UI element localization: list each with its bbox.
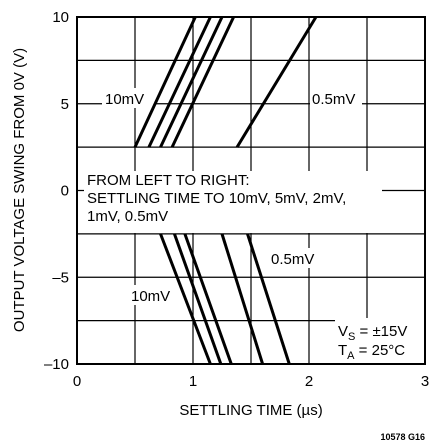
- figure-id: 10578 G16: [380, 432, 425, 442]
- upper-left-label-bg: [102, 88, 154, 108]
- series-line-5: [235, 16, 318, 148]
- plot-frame: [76, 16, 426, 365]
- note-line-3: 1mV, 0.5mV: [87, 208, 168, 225]
- series-line-8: [183, 233, 233, 365]
- series-line-4: [170, 16, 235, 148]
- series-line-1: [133, 16, 197, 148]
- series-line-3: [159, 16, 224, 148]
- lower-right-label-bg: [268, 248, 326, 268]
- note-line-1: FROM LEFT TO RIGHT:: [87, 172, 250, 189]
- x-tick-label: 0: [73, 373, 81, 390]
- series-line-10: [246, 233, 291, 365]
- y-tick-label: –10: [44, 356, 69, 373]
- conditions-bg: [335, 318, 425, 364]
- supply-voltage-condition: VS = ±15V: [338, 323, 407, 343]
- x-tick-label: 3: [421, 373, 429, 390]
- x-tick-label: 1: [189, 373, 197, 390]
- upper-right-label-bg: [310, 88, 362, 108]
- note-line-2: SETTLING TIME TO 10mV, 5mV, 2mV,: [87, 190, 346, 207]
- label-0-5mv-upper: 0.5mV: [312, 91, 355, 108]
- y-tick-label: 0: [61, 183, 69, 200]
- y-tick-label: –5: [52, 269, 69, 286]
- note-bg: [84, 171, 382, 233]
- y-tick-label: 10: [52, 9, 69, 26]
- x-tick-label: 2: [305, 373, 313, 390]
- series-line-2: [147, 16, 212, 148]
- y-tick-label: 5: [61, 96, 69, 113]
- label-10mv-upper: 10mV: [105, 91, 144, 108]
- x-axis-label: SETTLING TIME (µs): [179, 402, 322, 419]
- settling-curves: [133, 16, 318, 365]
- lower-left-label-bg: [128, 285, 180, 305]
- label-0-5mv-lower: 0.5mV: [271, 251, 314, 268]
- axis-ticks: 0 1 2 3 10 5 0 –5 –10: [44, 9, 429, 390]
- series-line-9: [220, 233, 265, 365]
- series-line-7: [173, 233, 223, 365]
- temperature-condition: TA = 25°C: [338, 342, 405, 362]
- label-10mv-lower: 10mV: [131, 288, 170, 305]
- y-axis-label: OUTPUT VOLTAGE SWING FROM 0V (V): [11, 48, 28, 332]
- series-line-6: [159, 233, 212, 365]
